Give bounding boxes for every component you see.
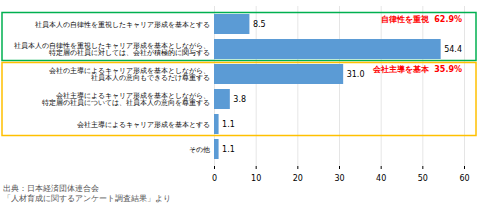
- svg-text:31.0: 31.0: [347, 70, 365, 79]
- svg-text:1.1: 1.1: [222, 145, 235, 154]
- svg-text:10: 10: [251, 174, 261, 183]
- svg-text:会社主導によるキャリア形成を基本とする: 会社主導によるキャリア形成を基本とする: [77, 121, 210, 129]
- svg-text:30: 30: [334, 174, 344, 183]
- svg-text:会社主導によるキャリア形成を基本としながら、特定層の社員につ: 会社主導によるキャリア形成を基本としながら、特定層の社員については、社員本人の意…: [42, 92, 210, 107]
- svg-text:8.5: 8.5: [253, 20, 266, 29]
- svg-text:0: 0: [212, 174, 217, 183]
- svg-text:1.1: 1.1: [222, 120, 235, 129]
- svg-text:社員本人の自律性を重視したキャリア形成を基本としながら、特定: 社員本人の自律性を重視したキャリア形成を基本としながら、特定層の社員に対しては、…: [14, 42, 210, 57]
- svg-text:自律性を重視 62.9%: 自律性を重視 62.9%: [381, 15, 462, 24]
- html-text:出典：日本経済団体連合会: 出典：日本経済団体連合会: [3, 184, 99, 193]
- svg-text:3.8: 3.8: [233, 95, 246, 104]
- svg-text:会社主導を基本 35.9%: 会社主導を基本 35.9%: [372, 64, 462, 74]
- svg-text:20: 20: [293, 174, 303, 183]
- svg-text:60: 60: [459, 174, 469, 183]
- svg-text:その他: その他: [189, 146, 210, 154]
- svg-text:54.4: 54.4: [444, 45, 462, 54]
- svg-text:社員本人の自律性を重視したキャリア形成を基本とする: 社員本人の自律性を重視したキャリア形成を基本とする: [35, 21, 210, 29]
- html-text:「人材育成に関するアンケート調査結果」より: 「人材育成に関するアンケート調査結果」より: [3, 194, 171, 203]
- svg-text:会社の主導によるキャリア形成を基本としながら、社員本人の意向: 会社の主導によるキャリア形成を基本としながら、社員本人の意向もできるだけ尊重する: [49, 67, 210, 82]
- svg-text:50: 50: [418, 174, 428, 183]
- svg-text:40: 40: [376, 174, 386, 183]
